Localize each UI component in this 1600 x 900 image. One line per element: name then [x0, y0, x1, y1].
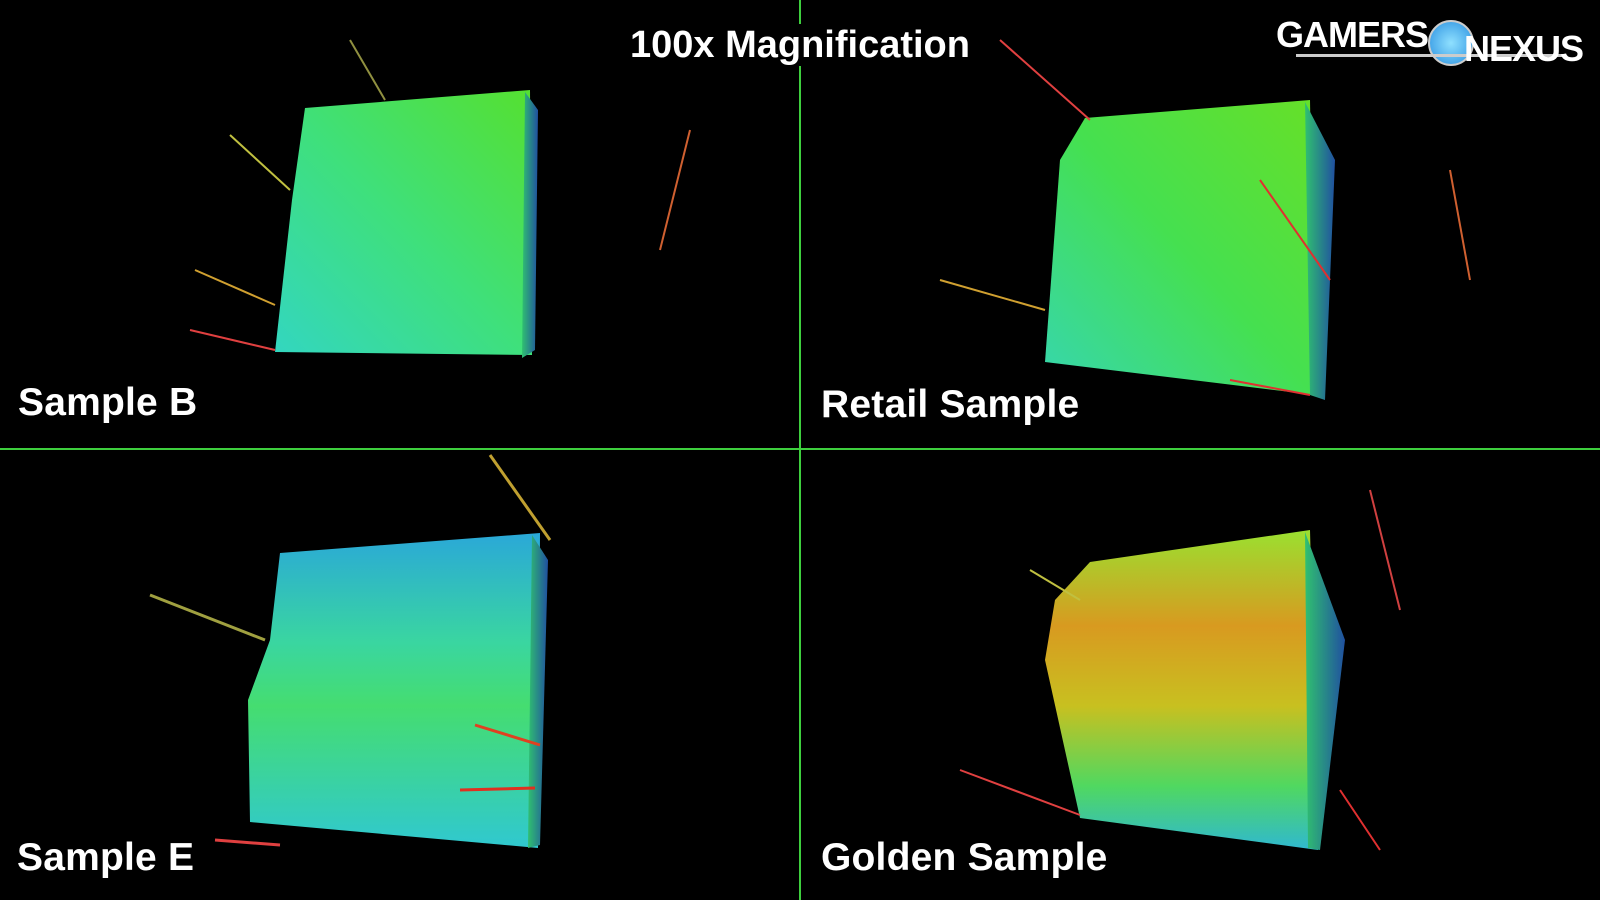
label-retail-sample: Retail Sample [821, 383, 1080, 426]
logo-text-right: NEXUS [1464, 28, 1584, 69]
logo-underline [1296, 54, 1566, 57]
scan-retail-sample [939, 39, 1471, 400]
logo-emblem-icon [1428, 20, 1474, 66]
label-sample-e: Sample E [17, 836, 195, 879]
label-sample-b: Sample B [18, 381, 198, 424]
label-golden-sample: Golden Sample [821, 836, 1108, 879]
gamers-nexus-logo: GAMERS NEXUS [1276, 14, 1586, 70]
scan-golden-sample [959, 489, 1401, 851]
title: 100x Magnification [0, 24, 1600, 67]
scan-sample-b [189, 39, 691, 358]
logo-text-left: GAMERS [1276, 14, 1429, 55]
scan-sample-e [149, 454, 552, 848]
title-text: 100x Magnification [616, 24, 984, 66]
